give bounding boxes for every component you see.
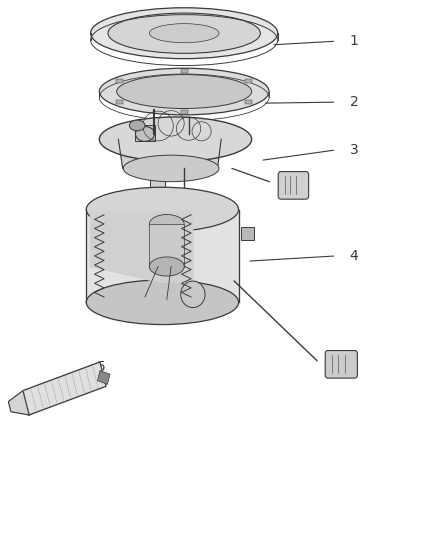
Ellipse shape [117,75,252,109]
Ellipse shape [149,257,184,276]
Polygon shape [8,391,29,415]
Bar [181,110,187,114]
Text: 3: 3 [350,143,358,157]
Bar [181,69,187,73]
Bar [150,168,165,206]
Ellipse shape [86,280,239,325]
Polygon shape [23,362,106,415]
Ellipse shape [135,126,155,141]
Text: 4: 4 [350,249,358,263]
Bar [135,125,155,141]
FancyBboxPatch shape [278,172,309,199]
Bar [241,227,254,240]
Bar [245,100,252,104]
Bar [245,79,252,83]
Bar [116,79,123,83]
Polygon shape [86,209,239,302]
Ellipse shape [86,187,239,232]
Text: 5: 5 [97,360,106,374]
Ellipse shape [99,117,252,161]
Bar [149,224,184,266]
Polygon shape [91,212,193,282]
Ellipse shape [99,68,269,115]
Ellipse shape [149,23,219,43]
Ellipse shape [91,8,278,59]
Ellipse shape [129,120,145,131]
Ellipse shape [108,13,260,53]
Ellipse shape [149,215,184,233]
Polygon shape [118,139,221,168]
Bar [116,100,123,104]
Ellipse shape [123,155,219,182]
Text: 1: 1 [350,34,358,48]
Bar [98,370,110,384]
FancyBboxPatch shape [325,351,357,378]
Ellipse shape [181,281,205,308]
Text: 2: 2 [350,95,358,109]
